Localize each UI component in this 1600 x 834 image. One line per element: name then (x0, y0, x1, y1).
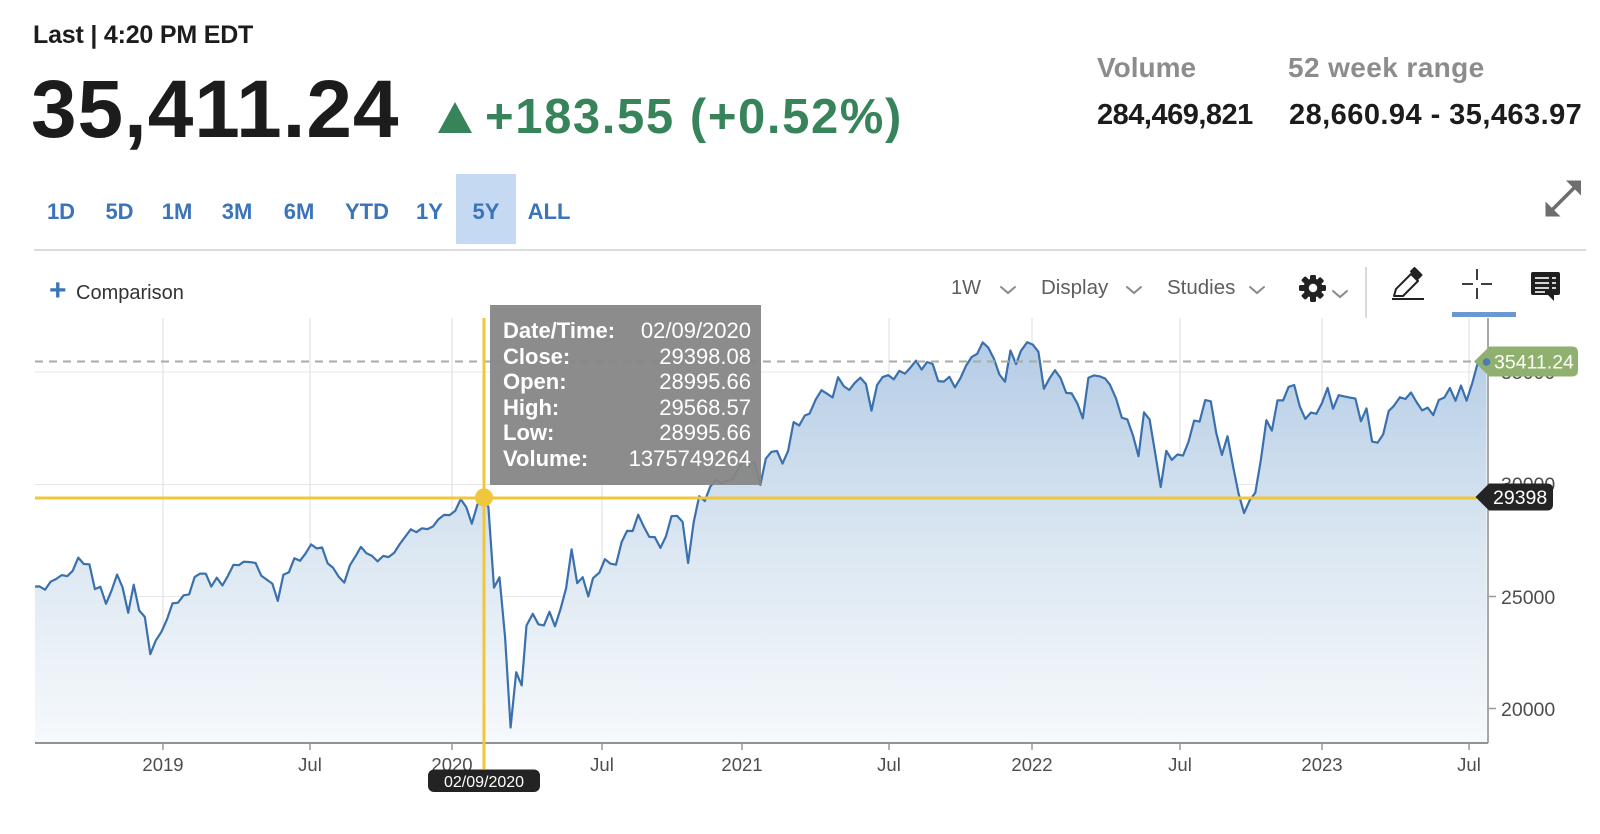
svg-text:2021: 2021 (721, 754, 762, 775)
svg-text:Jul: Jul (298, 754, 322, 775)
svg-text:Jul: Jul (1457, 754, 1481, 775)
svg-text:Jul: Jul (1168, 754, 1192, 775)
svg-text:35411.24: 35411.24 (1494, 352, 1574, 374)
svg-text:2019: 2019 (142, 754, 183, 775)
svg-text:20000: 20000 (1501, 699, 1555, 721)
svg-text:29398: 29398 (1493, 487, 1547, 509)
svg-text:02/09/2020: 02/09/2020 (444, 774, 524, 791)
svg-text:2022: 2022 (1011, 754, 1052, 775)
svg-text:Jul: Jul (590, 754, 614, 775)
svg-text:2023: 2023 (1301, 754, 1342, 775)
svg-text:25000: 25000 (1501, 587, 1555, 609)
svg-text:Jul: Jul (877, 754, 901, 775)
